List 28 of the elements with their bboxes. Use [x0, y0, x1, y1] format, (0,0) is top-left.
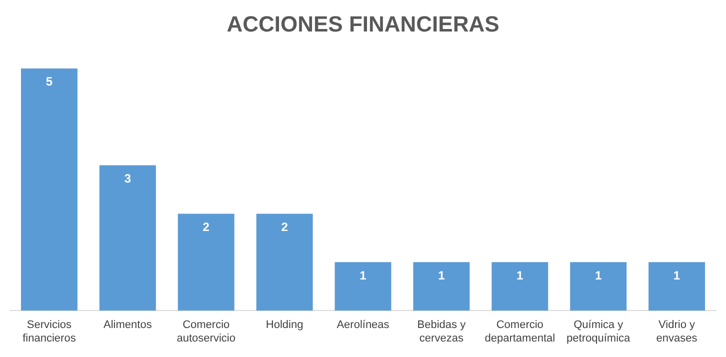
x-tick-label: Aerolíneas: [336, 319, 390, 332]
bar: [99, 165, 156, 311]
data-label: 1: [438, 268, 446, 282]
bar: [648, 262, 706, 311]
bar: [413, 262, 470, 311]
x-tick-label: Comercio autoservicio: [176, 319, 236, 344]
chart-title: ACCIONES FINANCIERAS: [226, 11, 500, 36]
bar: [334, 262, 392, 311]
bar: [256, 214, 313, 311]
bar: [570, 262, 627, 311]
data-label: 1: [360, 268, 367, 282]
bar: [20, 68, 78, 311]
x-tick-label: Alimentos: [104, 319, 152, 332]
data-label: 2: [202, 220, 210, 234]
data-label: 3: [124, 172, 132, 186]
x-tick-label: Servicios financieros: [22, 319, 76, 344]
data-label: 2: [281, 220, 288, 234]
data-label: 1: [594, 268, 602, 282]
x-tick-label: Bebidas y cervezas: [417, 319, 466, 344]
x-tick-label: Comercio departamental: [484, 319, 556, 344]
bar: [178, 214, 234, 311]
x-tick-label: Química y petroquímica: [566, 319, 632, 344]
x-tick-label: Holding: [266, 319, 304, 332]
bar: [492, 262, 548, 311]
data-label: 1: [516, 268, 524, 282]
x-tick-label: Vidrio y envases: [656, 319, 698, 344]
data-label: 5: [46, 74, 53, 89]
data-label: 1: [673, 268, 680, 282]
